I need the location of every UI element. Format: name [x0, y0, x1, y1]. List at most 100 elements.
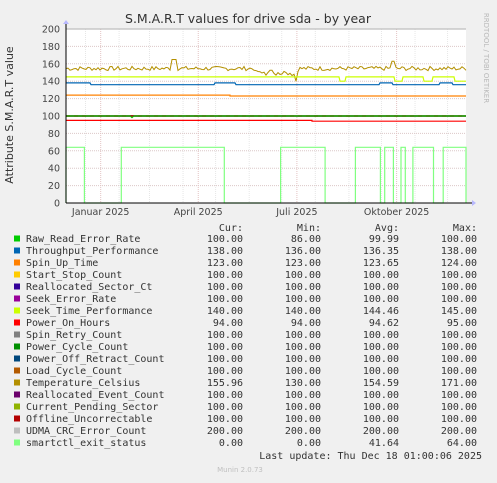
legend-value-cur: 100.00 [207, 390, 243, 401]
legend-value-min: 200.00 [285, 426, 321, 437]
munin-version: Munin 2.0.73 [217, 466, 263, 474]
series-throughput-performance [66, 82, 466, 86]
legend-value-cur: 155.96 [207, 378, 243, 389]
legend-value-cur: 100.00 [207, 234, 243, 245]
legend-swatch [14, 367, 20, 374]
legend-value-max: 95.00 [447, 318, 477, 329]
series-seek-time-performance [66, 76, 466, 82]
legend-value-max: 138.00 [441, 246, 477, 257]
legend-value-avg: 100.00 [363, 366, 399, 377]
legend-value-min: 86.00 [291, 234, 321, 245]
legend-value-min: 0.00 [297, 438, 321, 449]
rrdtool-watermark: RRDTOOL / TOBI OETIKER [482, 13, 490, 103]
y-tick-label: 0 [54, 199, 60, 210]
legend-value-min: 123.00 [285, 258, 321, 269]
legend-value-max: 171.00 [441, 378, 477, 389]
legend-value-max: 64.00 [447, 438, 477, 449]
legend-value-cur: 0.00 [219, 438, 243, 449]
last-update-text: Last update: Thu Dec 18 01:00:06 2025 [259, 451, 482, 462]
legend-swatch [14, 391, 20, 398]
legend-series-name: Spin_Retry_Count [26, 330, 122, 341]
legend-value-max: 145.00 [441, 306, 477, 317]
y-tick-label: 100 [42, 112, 60, 123]
legend-value-cur: 100.00 [207, 342, 243, 353]
legend-value-cur: 200.00 [207, 426, 243, 437]
y-tick-label: 140 [42, 77, 60, 88]
legend-swatch [14, 283, 20, 290]
legend-series-name: Seek_Time_Performance [26, 306, 152, 317]
legend-value-min: 100.00 [285, 294, 321, 305]
legend-value-avg: 100.00 [363, 330, 399, 341]
legend-value-max: 100.00 [441, 414, 477, 425]
x-tick-label: Januar 2025 [71, 207, 130, 218]
legend-value-cur: 94.00 [213, 318, 243, 329]
legend-value-avg: 41.64 [369, 438, 399, 449]
series-temperature-celsius [65, 59, 467, 82]
legend-value-max: 124.00 [441, 258, 477, 269]
series-spin-up-time [66, 94, 466, 97]
legend-series-name: Seek_Error_Rate [26, 294, 116, 305]
legend-series-name: Start_Stop_Count [26, 270, 122, 281]
legend-value-max: 100.00 [441, 234, 477, 245]
x-tick-label: Juli 2025 [275, 207, 317, 218]
legend-value-max: 100.00 [441, 294, 477, 305]
legend-value-avg: 100.00 [363, 342, 399, 353]
legend-value-max: 100.00 [441, 282, 477, 293]
y-axis-label: Attribute S.M.A.R.T value [3, 46, 16, 184]
y-axis-arrow [63, 20, 69, 24]
chart-title: S.M.A.R.T values for drive sda - by year [125, 11, 372, 26]
legend-header: Avg: [375, 223, 399, 234]
series-raw-read-error-rate [66, 115, 466, 119]
legend-table: Cur: Min: Avg: Max: Raw_Read_Error_Rate 100.0… [14, 223, 477, 449]
legend-value-min: 100.00 [285, 414, 321, 425]
legend-value-cur: 100.00 [207, 366, 243, 377]
legend-swatch [14, 271, 20, 278]
legend-value-avg: 100.00 [363, 390, 399, 401]
legend-value-min: 94.00 [291, 318, 321, 329]
legend-value-min: 100.00 [285, 282, 321, 293]
y-tick-label: 40 [48, 164, 60, 175]
legend-value-avg: 154.59 [363, 378, 399, 389]
legend-series-name: Throughput_Performance [26, 246, 158, 257]
legend-series-name: Power_On_Hours [26, 318, 110, 329]
legend-series-name: Offline_Uncorrectable [26, 414, 152, 425]
legend-value-avg: 100.00 [363, 354, 399, 365]
legend-value-cur: 100.00 [207, 402, 243, 413]
legend-value-avg: 100.00 [363, 402, 399, 413]
legend-value-min: 100.00 [285, 354, 321, 365]
legend-swatch [14, 295, 20, 302]
legend-value-avg: 100.00 [363, 282, 399, 293]
y-tick-label: 200 [42, 25, 60, 36]
legend-swatch [14, 247, 20, 254]
legend-value-cur: 100.00 [207, 330, 243, 341]
legend-value-cur: 100.00 [207, 282, 243, 293]
legend-value-min: 100.00 [285, 390, 321, 401]
legend-swatch [14, 439, 20, 446]
series-power-on-hours [66, 119, 466, 122]
legend-series-name: Current_Pending_Sector [26, 402, 158, 413]
y-tick-label: 180 [42, 42, 60, 53]
legend-swatch [14, 415, 20, 422]
legend-value-max: 100.00 [441, 366, 477, 377]
legend-value-avg: 136.35 [363, 246, 399, 257]
legend-value-avg: 144.46 [363, 306, 399, 317]
y-tick-label: 80 [48, 129, 60, 140]
legend-series-name: Spin_Up_Time [26, 258, 98, 269]
legend-swatch [14, 235, 20, 242]
legend-value-max: 100.00 [441, 342, 477, 353]
plot-area: 0 20 40 60 80 100 120 140 160 180 200 Januar 2025 Ap… [42, 20, 476, 218]
y-tick-label: 160 [42, 59, 60, 70]
legend-swatch [14, 355, 20, 362]
legend-swatch [14, 319, 20, 326]
legend-value-min: 140.00 [285, 306, 321, 317]
legend-value-max: 100.00 [441, 354, 477, 365]
legend-swatch [14, 427, 20, 434]
legend-header: Min: [297, 223, 321, 234]
y-tick-label: 120 [42, 94, 60, 105]
legend-series-name: Power_Off_Retract_Count [26, 354, 164, 365]
legend-value-min: 130.00 [285, 378, 321, 389]
y-tick-label: 20 [48, 181, 60, 192]
legend-swatch [14, 307, 20, 314]
